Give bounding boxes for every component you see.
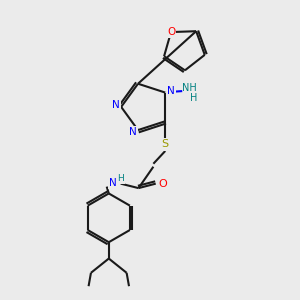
Text: S: S <box>162 140 169 149</box>
Text: O: O <box>159 178 168 189</box>
Text: N: N <box>109 178 116 188</box>
Text: N: N <box>167 86 175 96</box>
Text: N: N <box>129 127 136 136</box>
Text: H: H <box>190 93 198 103</box>
Text: N: N <box>112 100 120 110</box>
Text: NH: NH <box>182 83 196 93</box>
Text: O: O <box>167 27 175 37</box>
Text: H: H <box>117 174 124 183</box>
